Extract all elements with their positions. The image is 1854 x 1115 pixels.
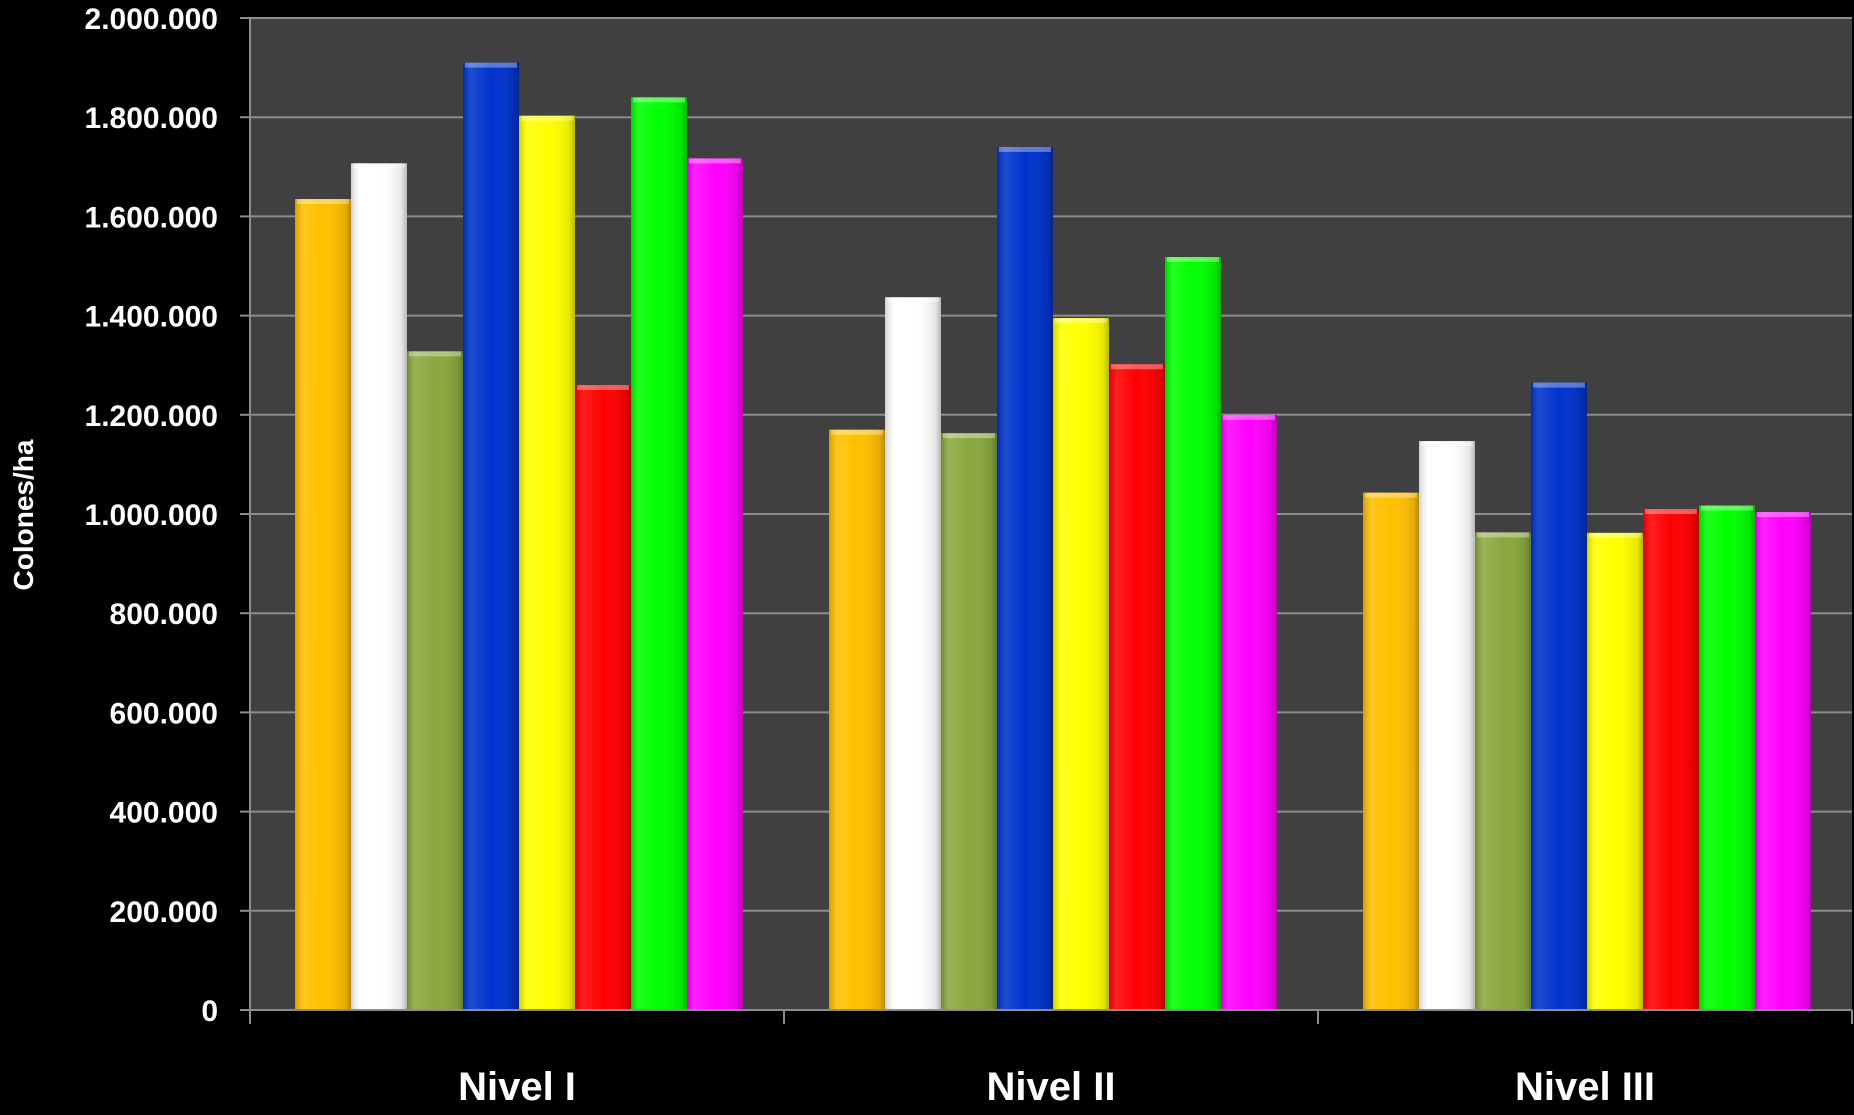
bar xyxy=(687,158,743,1011)
bar-top-bevel xyxy=(999,146,1051,152)
bar xyxy=(407,351,463,1010)
x-category-label: Nivel I xyxy=(458,1065,576,1109)
bar xyxy=(1587,532,1643,1010)
bar-shading xyxy=(997,146,1053,1010)
bar xyxy=(1109,364,1165,1010)
axes xyxy=(240,17,1853,1024)
bar xyxy=(1165,257,1221,1010)
bar-shading xyxy=(631,97,687,1011)
bar-top-bevel xyxy=(1111,364,1163,370)
bar xyxy=(1699,505,1755,1010)
bar xyxy=(997,146,1053,1010)
bar xyxy=(1363,492,1419,1010)
bar-top-bevel xyxy=(409,351,461,357)
bar-shading xyxy=(1363,492,1419,1010)
bar-shading xyxy=(519,115,575,1011)
bar xyxy=(1475,532,1531,1010)
bar xyxy=(1053,318,1109,1011)
y-axis-title: Colones/ha xyxy=(8,439,39,590)
bar-shading xyxy=(1109,364,1165,1010)
bar-top-bevel xyxy=(1055,318,1107,324)
bar-shading xyxy=(1587,532,1643,1010)
y-tick-label: 1.400.000 xyxy=(85,301,218,334)
bar-top-bevel xyxy=(465,62,517,68)
y-tick-label: 1.800.000 xyxy=(85,102,218,135)
x-category-label: Nivel III xyxy=(1515,1065,1655,1109)
bar-shading xyxy=(575,385,631,1010)
bar-shading xyxy=(351,163,407,1010)
bar xyxy=(1221,414,1277,1010)
x-category-label: Nivel II xyxy=(987,1065,1116,1109)
bar xyxy=(1419,441,1475,1010)
bar-shading xyxy=(1419,441,1475,1010)
bar-top-bevel xyxy=(1757,512,1809,518)
bar-shading xyxy=(295,199,351,1011)
bar xyxy=(885,297,941,1010)
bar xyxy=(519,115,575,1011)
y-tick-label: 1.600.000 xyxy=(85,201,218,234)
bar-top-bevel xyxy=(831,429,883,435)
bar-top-bevel xyxy=(887,297,939,303)
bar-top-bevel xyxy=(633,97,685,103)
bar-shading xyxy=(1699,505,1755,1010)
bar xyxy=(1755,512,1811,1010)
y-tick-label: 1.200.000 xyxy=(85,400,218,433)
bar xyxy=(631,97,687,1011)
bar-top-bevel xyxy=(521,115,573,121)
bar-shading xyxy=(1053,318,1109,1011)
bar-shading xyxy=(1755,512,1811,1010)
bar-top-bevel xyxy=(353,163,405,169)
bar-shading xyxy=(829,429,885,1010)
bar-top-bevel xyxy=(1645,509,1697,515)
y-tick-label: 0 xyxy=(201,995,218,1028)
bar xyxy=(941,433,997,1011)
y-tick-label: 200.000 xyxy=(110,896,218,929)
bar-top-bevel xyxy=(297,199,349,205)
bar-shading xyxy=(941,433,997,1011)
bar-top-bevel xyxy=(689,158,741,164)
labels: 0 200.000 400.000 600.000 800.000 1.000.000 1.… xyxy=(85,3,1656,1109)
bar xyxy=(463,62,519,1010)
bar-top-bevel xyxy=(1167,257,1219,263)
y-tick-label: 2.000.000 xyxy=(85,3,218,36)
bar-top-bevel xyxy=(1477,532,1529,538)
bar xyxy=(1643,509,1699,1010)
bar-top-bevel xyxy=(1589,532,1641,538)
bar xyxy=(829,429,885,1010)
bar-top-bevel xyxy=(577,385,629,391)
bar-top-bevel xyxy=(1223,414,1275,420)
bar-shading xyxy=(1531,382,1587,1010)
y-tick-label: 1.000.000 xyxy=(85,499,218,532)
bar xyxy=(351,163,407,1010)
bar xyxy=(575,385,631,1010)
bar-shading xyxy=(687,158,743,1011)
y-tick-label: 600.000 xyxy=(110,697,218,730)
y-tick-label: 800.000 xyxy=(110,598,218,631)
bar-shading xyxy=(1221,414,1277,1010)
bar-top-bevel xyxy=(943,433,995,439)
bar-top-bevel xyxy=(1365,492,1417,498)
bar-top-bevel xyxy=(1533,382,1585,388)
y-tick-label: 400.000 xyxy=(110,797,218,830)
bar-shading xyxy=(463,62,519,1010)
bar-shading xyxy=(407,351,463,1010)
bar-top-bevel xyxy=(1421,441,1473,447)
bar-shading xyxy=(1643,509,1699,1010)
bar xyxy=(1531,382,1587,1010)
bar xyxy=(295,199,351,1011)
bar-shading xyxy=(885,297,941,1010)
bar-shading xyxy=(1165,257,1221,1010)
bar-shading xyxy=(1475,532,1531,1010)
bar-top-bevel xyxy=(1701,505,1753,511)
bars xyxy=(295,62,1811,1011)
